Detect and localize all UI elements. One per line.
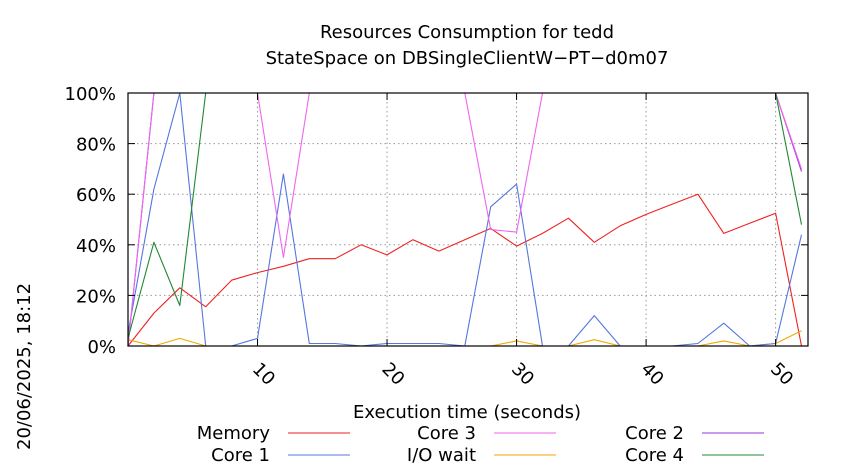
- legend-label-core-4: Core 4: [625, 445, 684, 466]
- series-line-memory: [127, 193, 803, 347]
- x-tick-label: 10: [248, 359, 279, 390]
- gridlines: [128, 93, 808, 346]
- plot-lines: [127, 92, 803, 347]
- x-axis-ticks: 10 20 30 40 50: [248, 93, 797, 390]
- x-tick-label: 50: [766, 359, 797, 390]
- y-tick-label: 60%: [76, 185, 116, 206]
- series-line-core-1: [127, 92, 803, 347]
- chart-title-line1: Resources Consumption for tedd: [320, 22, 614, 43]
- legend-label-core-1: Core 1: [211, 445, 270, 466]
- series-line-core-3: [127, 92, 803, 347]
- plot-frame: [127, 92, 809, 347]
- legend-label-core-2: Core 2: [625, 423, 684, 444]
- x-tick-label: 20: [378, 359, 409, 390]
- y-tick-label: 20%: [76, 286, 116, 307]
- chart-title-line2: StateSpace on DBSingleClientW−PT−d0m07: [266, 48, 669, 69]
- x-axis-label: Execution time (seconds): [353, 402, 581, 423]
- legend-label-memory: Memory: [197, 423, 271, 444]
- x-tick-label: 30: [507, 359, 538, 390]
- timestamp-label: 20/06/2025, 18:12: [14, 283, 35, 450]
- series-line-core-4: [127, 92, 803, 339]
- y-tick-label: 0%: [87, 337, 116, 358]
- x-tick-label: 40: [637, 359, 668, 390]
- y-tick-label: 40%: [76, 236, 116, 257]
- y-tick-label: 80%: [76, 135, 116, 156]
- series-line-core-2: [127, 92, 803, 347]
- legend-label-core-3: Core 3: [417, 423, 476, 444]
- y-axis-ticks: 0% 20% 40% 60% 80% 100%: [65, 84, 808, 358]
- legend-label-i-o-wait: I/O wait: [407, 445, 476, 466]
- y-tick-label: 100%: [65, 84, 116, 105]
